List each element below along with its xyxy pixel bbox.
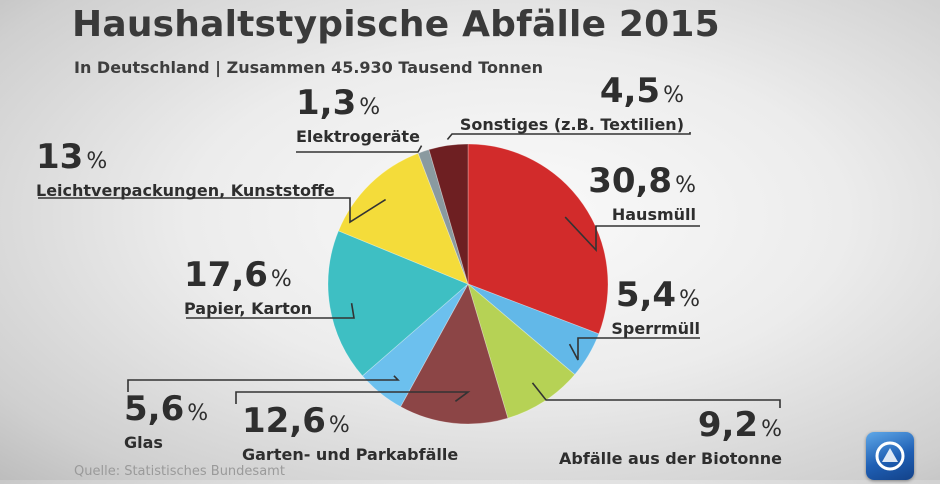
pie-slice-elektrogeraete <box>417 149 469 285</box>
category-label-glas: Glas <box>124 433 163 452</box>
chart-title: Haushaltstypische Abfälle 2015 <box>72 4 720 45</box>
leader-line-glas <box>127 375 400 392</box>
value-label-sperrmuell: 5,4 <box>615 275 677 315</box>
category-label-garten: Garten- und Parkabfälle <box>242 445 459 464</box>
slice-label-elektrogeraete: 1,3% Elektrogeräte <box>296 86 420 147</box>
category-label-papier: Papier, Karton <box>184 299 313 318</box>
category-label-hausmuell: Hausmüll <box>611 205 696 224</box>
source-note: Quelle: Statistisches Bundesamt <box>74 464 285 479</box>
slice-label-biotonne: 9,2% Abfälle aus der Biotonne <box>540 408 782 469</box>
pie-slice-sperrmuell <box>467 283 600 376</box>
value-label-papier: 17,6 <box>184 255 268 295</box>
slice-label-garten: 12,6% Garten- und Parkabfälle <box>242 404 458 465</box>
pie-slice-glas <box>361 283 469 408</box>
value-label-biotonne: 9,2 <box>697 405 759 445</box>
category-label-leichtverpackungen: Leichtverpackungen, Kunststoffe <box>36 181 335 200</box>
slice-label-glas: 5,6% Glas <box>124 392 208 453</box>
leader-line-leichtverpackungen <box>38 197 387 224</box>
leader-line-biotonne <box>531 382 781 408</box>
slice-label-hausmuell: 30,8% Hausmüll <box>520 164 696 225</box>
pie-slice-hausmuell <box>467 143 609 335</box>
value-label-sonstiges: 4,5 <box>599 71 661 111</box>
leader-line-hausmuell <box>564 216 700 253</box>
percent-sign: % <box>328 413 350 438</box>
percent-sign: % <box>187 401 209 426</box>
percent-sign: % <box>761 417 782 442</box>
value-label-elektrogeraete: 1,3 <box>296 83 357 123</box>
slice-label-papier: 17,6% Papier, Karton <box>184 258 312 319</box>
pie-slice-leichtverpackungen <box>337 152 469 285</box>
percent-sign: % <box>663 83 684 108</box>
slice-label-leichtverpackungen: 13% Leichtverpackungen, Kunststoffe <box>36 140 335 201</box>
percent-sign: % <box>359 95 381 120</box>
logo-glyph <box>875 441 905 471</box>
pie-slice-biotonne <box>467 282 576 419</box>
chart-subtitle: In Deutschland | Zusammen 45.930 Tausend… <box>74 58 544 77</box>
category-label-biotonne: Abfälle aus der Biotonne <box>559 449 782 468</box>
value-label-hausmuell: 30,8 <box>588 161 673 201</box>
category-label-sperrmuell: Sperrmüll <box>611 319 700 338</box>
leader-line-garten <box>235 391 471 404</box>
leader-line-sonstiges <box>446 132 691 140</box>
pie-slice-papier <box>327 230 469 377</box>
leader-line-papier <box>186 303 355 319</box>
category-label-sonstiges: Sonstiges (z.B. Textilien) <box>459 115 684 134</box>
pie-slice-garten <box>400 282 509 425</box>
percent-sign: % <box>270 267 292 292</box>
leader-line-elektrogeraete <box>296 145 423 153</box>
value-label-leichtverpackungen: 13 <box>36 137 84 177</box>
value-label-garten: 12,6 <box>242 401 326 441</box>
pie-slice-sonstiges <box>428 143 469 285</box>
category-label-elektrogeraete: Elektrogeräte <box>296 127 420 146</box>
percent-sign: % <box>675 173 696 198</box>
tagesschau-logo-icon <box>866 432 914 480</box>
slice-label-sonstiges: 4,5% Sonstiges (z.B. Textilien) <box>440 74 684 135</box>
value-label-glas: 5,6 <box>124 389 185 429</box>
percent-sign: % <box>679 287 700 312</box>
leader-line-sperrmuell <box>568 337 700 361</box>
slice-label-sperrmuell: 5,4% Sperrmüll <box>540 278 700 339</box>
percent-sign: % <box>86 149 108 174</box>
